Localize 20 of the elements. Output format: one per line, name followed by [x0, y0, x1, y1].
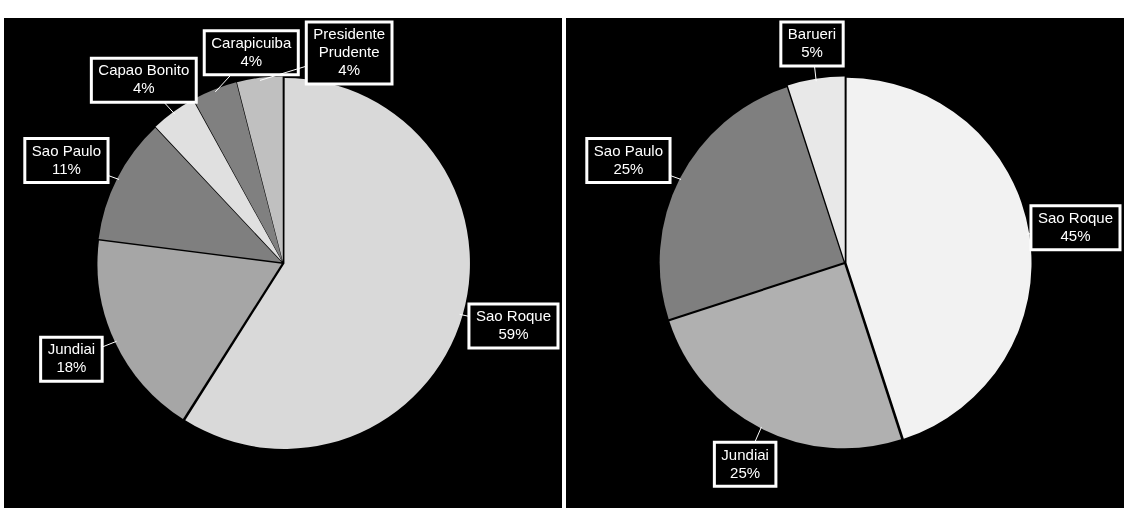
data-label: 59%	[498, 325, 529, 343]
data-label: 45%	[1060, 226, 1091, 244]
slice-label: Carapicuiba	[211, 34, 292, 52]
data-label: 5%	[801, 43, 823, 61]
slice-label: Sao Paulo	[31, 141, 102, 159]
slice-label: Capao Bonito	[98, 61, 190, 79]
slice-label: Jundiai	[721, 445, 769, 463]
data-label: 25%	[730, 463, 761, 481]
slice-label: Jundiai	[47, 340, 96, 358]
data-label: 11%	[51, 159, 81, 177]
slice-label: Sao Roque	[475, 307, 551, 325]
data-label: 25%	[613, 159, 644, 177]
slice-label: Presidente Prudente	[313, 25, 386, 61]
data-label: 4%	[132, 79, 155, 97]
slice-label: Sao Paulo	[593, 141, 664, 159]
data-label: 4%	[240, 52, 263, 70]
slice-label: Sao Roque	[1037, 208, 1113, 226]
slice-label: Barueri	[787, 25, 837, 43]
data-label: 18%	[56, 358, 87, 376]
data-label: 4%	[338, 61, 360, 79]
